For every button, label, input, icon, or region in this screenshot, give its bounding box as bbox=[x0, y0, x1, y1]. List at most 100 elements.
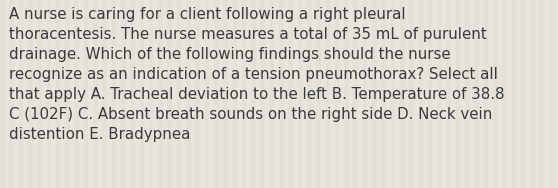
Bar bbox=[251, 0, 256, 188]
Bar bbox=[418, 0, 423, 188]
Bar bbox=[395, 0, 400, 188]
Bar bbox=[191, 0, 195, 188]
Bar bbox=[400, 0, 405, 188]
Bar bbox=[200, 0, 205, 188]
Bar bbox=[102, 0, 107, 188]
Bar bbox=[42, 0, 46, 188]
Bar bbox=[181, 0, 186, 188]
Bar bbox=[149, 0, 153, 188]
Bar bbox=[353, 0, 358, 188]
Bar bbox=[51, 0, 56, 188]
Text: A nurse is caring for a client following a right pleural
thoracentesis. The nurs: A nurse is caring for a client following… bbox=[9, 7, 504, 142]
Bar bbox=[195, 0, 200, 188]
Bar bbox=[84, 0, 88, 188]
Bar bbox=[391, 0, 395, 188]
Bar bbox=[18, 0, 23, 188]
Bar bbox=[279, 0, 283, 188]
Bar bbox=[135, 0, 140, 188]
Bar bbox=[428, 0, 432, 188]
Bar bbox=[172, 0, 177, 188]
Bar bbox=[144, 0, 149, 188]
Bar bbox=[205, 0, 209, 188]
Bar bbox=[488, 0, 493, 188]
Bar bbox=[432, 0, 437, 188]
Bar bbox=[121, 0, 126, 188]
Bar bbox=[112, 0, 116, 188]
Bar bbox=[493, 0, 498, 188]
Bar bbox=[214, 0, 219, 188]
Bar bbox=[330, 0, 335, 188]
Bar bbox=[507, 0, 512, 188]
Bar bbox=[32, 0, 37, 188]
Bar bbox=[386, 0, 391, 188]
Bar bbox=[60, 0, 65, 188]
Bar bbox=[46, 0, 51, 188]
Bar bbox=[512, 0, 516, 188]
Bar bbox=[460, 0, 465, 188]
Bar bbox=[498, 0, 502, 188]
Bar bbox=[275, 0, 279, 188]
Bar bbox=[74, 0, 79, 188]
Bar bbox=[297, 0, 302, 188]
Bar bbox=[302, 0, 307, 188]
Bar bbox=[270, 0, 275, 188]
Bar bbox=[126, 0, 130, 188]
Bar bbox=[311, 0, 316, 188]
Bar bbox=[70, 0, 74, 188]
Bar bbox=[554, 0, 558, 188]
Bar bbox=[14, 0, 18, 188]
Bar bbox=[535, 0, 540, 188]
Bar bbox=[219, 0, 223, 188]
Bar bbox=[409, 0, 414, 188]
Bar bbox=[437, 0, 442, 188]
Bar bbox=[363, 0, 367, 188]
Bar bbox=[167, 0, 172, 188]
Bar bbox=[237, 0, 242, 188]
Bar bbox=[484, 0, 488, 188]
Bar bbox=[261, 0, 265, 188]
Bar bbox=[153, 0, 158, 188]
Bar bbox=[256, 0, 261, 188]
Bar bbox=[209, 0, 214, 188]
Bar bbox=[367, 0, 372, 188]
Bar bbox=[307, 0, 311, 188]
Bar bbox=[228, 0, 233, 188]
Bar bbox=[414, 0, 418, 188]
Bar bbox=[28, 0, 32, 188]
Bar bbox=[283, 0, 288, 188]
Bar bbox=[4, 0, 9, 188]
Bar bbox=[130, 0, 135, 188]
Bar bbox=[335, 0, 339, 188]
Bar bbox=[56, 0, 60, 188]
Bar bbox=[265, 0, 270, 188]
Bar bbox=[247, 0, 251, 188]
Bar bbox=[372, 0, 377, 188]
Bar bbox=[451, 0, 456, 188]
Bar bbox=[502, 0, 507, 188]
Bar bbox=[423, 0, 428, 188]
Bar bbox=[79, 0, 84, 188]
Bar bbox=[223, 0, 228, 188]
Bar bbox=[544, 0, 549, 188]
Bar bbox=[242, 0, 247, 188]
Bar bbox=[377, 0, 381, 188]
Bar bbox=[470, 0, 474, 188]
Bar bbox=[65, 0, 70, 188]
Bar bbox=[88, 0, 93, 188]
Bar bbox=[516, 0, 521, 188]
Bar bbox=[325, 0, 330, 188]
Bar bbox=[405, 0, 409, 188]
Bar bbox=[186, 0, 191, 188]
Bar bbox=[93, 0, 98, 188]
Bar bbox=[0, 0, 4, 188]
Bar bbox=[288, 0, 293, 188]
Bar bbox=[446, 0, 451, 188]
Bar bbox=[316, 0, 321, 188]
Bar bbox=[339, 0, 344, 188]
Bar bbox=[349, 0, 353, 188]
Bar bbox=[344, 0, 349, 188]
Bar bbox=[530, 0, 535, 188]
Bar bbox=[177, 0, 181, 188]
Bar bbox=[465, 0, 470, 188]
Bar bbox=[442, 0, 446, 188]
